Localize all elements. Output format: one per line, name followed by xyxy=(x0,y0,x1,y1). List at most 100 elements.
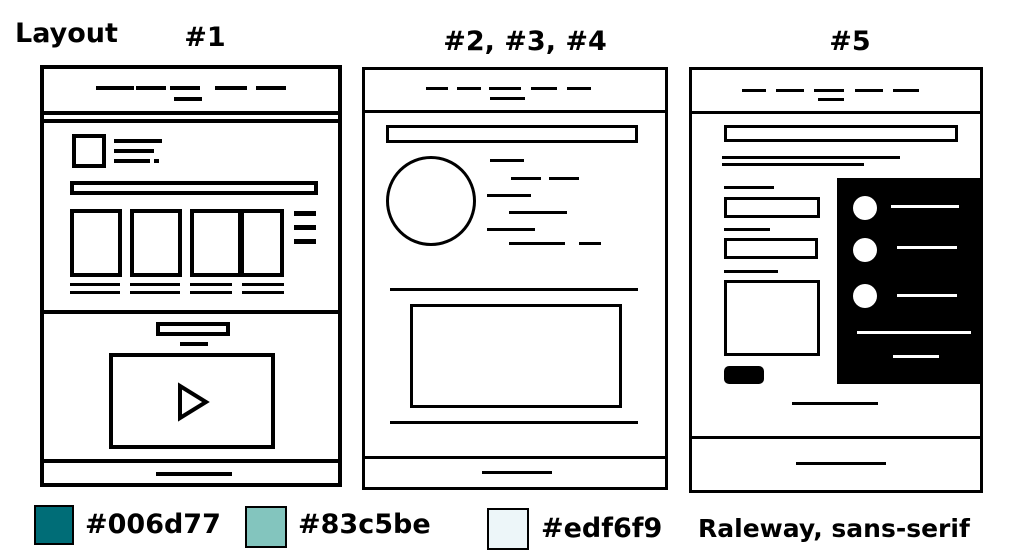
wireframe-5 xyxy=(689,67,983,493)
footer-line xyxy=(796,462,886,465)
text-line xyxy=(509,211,567,214)
text-line xyxy=(490,159,524,162)
text-line xyxy=(792,402,878,405)
form-field xyxy=(724,197,820,218)
color-swatch-light xyxy=(487,508,529,550)
info-line xyxy=(897,246,957,249)
nav-dash xyxy=(215,86,247,90)
nav-dash xyxy=(490,97,525,100)
nav-dash xyxy=(96,86,134,90)
caption xyxy=(190,283,232,286)
button-box xyxy=(156,322,230,336)
color-swatch-primary xyxy=(34,505,74,545)
play-icon xyxy=(178,382,210,422)
video-box xyxy=(109,353,275,449)
info-line xyxy=(893,355,939,358)
wireframe-2 xyxy=(362,67,668,490)
text-line xyxy=(511,177,541,180)
layout-5-label: #5 xyxy=(829,26,871,57)
nav-dash xyxy=(814,89,844,92)
footer-line xyxy=(156,472,232,476)
color-label-secondary: #83c5be xyxy=(298,509,431,540)
footer-line xyxy=(482,471,552,474)
title-bar xyxy=(724,125,958,142)
layout-1-label: #1 xyxy=(184,22,226,53)
form-textarea xyxy=(724,280,820,356)
color-swatch-secondary xyxy=(245,506,287,548)
layout-title: Layout xyxy=(15,18,118,49)
caption xyxy=(242,283,284,286)
card xyxy=(70,209,122,277)
color-label-light: #edf6f9 xyxy=(541,513,663,544)
nav-dash xyxy=(776,89,804,92)
nav-dash xyxy=(855,89,883,92)
nav-dash xyxy=(567,87,591,90)
text-line xyxy=(549,177,579,180)
nav-dash xyxy=(742,89,766,92)
info-dot-icon xyxy=(853,196,877,220)
text-line xyxy=(114,149,154,153)
avatar-box xyxy=(72,134,106,168)
text-line xyxy=(579,242,601,245)
caption xyxy=(70,291,120,294)
field-label xyxy=(724,228,770,231)
footer-divider xyxy=(692,436,980,439)
field-label xyxy=(724,186,774,189)
nav-dash xyxy=(531,87,557,90)
header-divider xyxy=(692,111,980,114)
nav-dash xyxy=(893,89,919,92)
search-bar xyxy=(70,181,318,195)
side-bar xyxy=(294,211,316,216)
nav-dash xyxy=(426,87,448,90)
text-line xyxy=(180,342,208,346)
info-line xyxy=(897,294,957,297)
section-divider xyxy=(44,310,338,314)
color-label-primary: #006d77 xyxy=(85,509,221,540)
card xyxy=(130,209,182,277)
footer-divider xyxy=(44,459,338,463)
nav-dash xyxy=(818,98,844,101)
profile-circle xyxy=(386,156,476,246)
text-line xyxy=(487,228,535,231)
text-line xyxy=(487,194,531,197)
form-field xyxy=(724,238,818,259)
wireframe-1 xyxy=(40,65,342,487)
card xyxy=(240,209,284,277)
caption xyxy=(130,291,180,294)
text-line xyxy=(114,159,150,163)
side-bar xyxy=(294,225,316,230)
text-dot xyxy=(154,159,159,163)
nav-dash xyxy=(457,87,481,90)
subtitle-line xyxy=(722,156,900,159)
text-line xyxy=(114,139,162,143)
text-line xyxy=(509,242,565,245)
caption xyxy=(130,283,180,286)
info-panel xyxy=(837,178,981,384)
caption xyxy=(70,283,120,286)
info-line xyxy=(857,331,971,334)
submit-button xyxy=(724,366,764,384)
info-dot-icon xyxy=(853,238,877,262)
nav-dash xyxy=(174,97,202,101)
font-label: Raleway, sans-serif xyxy=(698,514,970,543)
footer-divider xyxy=(365,456,665,459)
info-dot-icon xyxy=(853,284,877,308)
nav-dash xyxy=(170,86,200,90)
caption xyxy=(242,291,284,294)
side-bar xyxy=(294,239,316,244)
header-divider xyxy=(44,111,338,115)
field-label xyxy=(724,270,778,273)
content-divider xyxy=(390,288,638,291)
title-bar xyxy=(386,125,638,143)
header-divider xyxy=(44,119,338,123)
info-line xyxy=(891,205,959,208)
subtitle-line xyxy=(722,163,864,166)
header-divider xyxy=(365,110,665,113)
nav-dash xyxy=(136,86,166,90)
layout-2-label: #2, #3, #4 xyxy=(443,26,607,57)
content-divider xyxy=(390,421,638,424)
nav-dash xyxy=(256,86,286,90)
card xyxy=(190,209,242,277)
caption xyxy=(190,291,232,294)
content-box xyxy=(410,304,622,408)
